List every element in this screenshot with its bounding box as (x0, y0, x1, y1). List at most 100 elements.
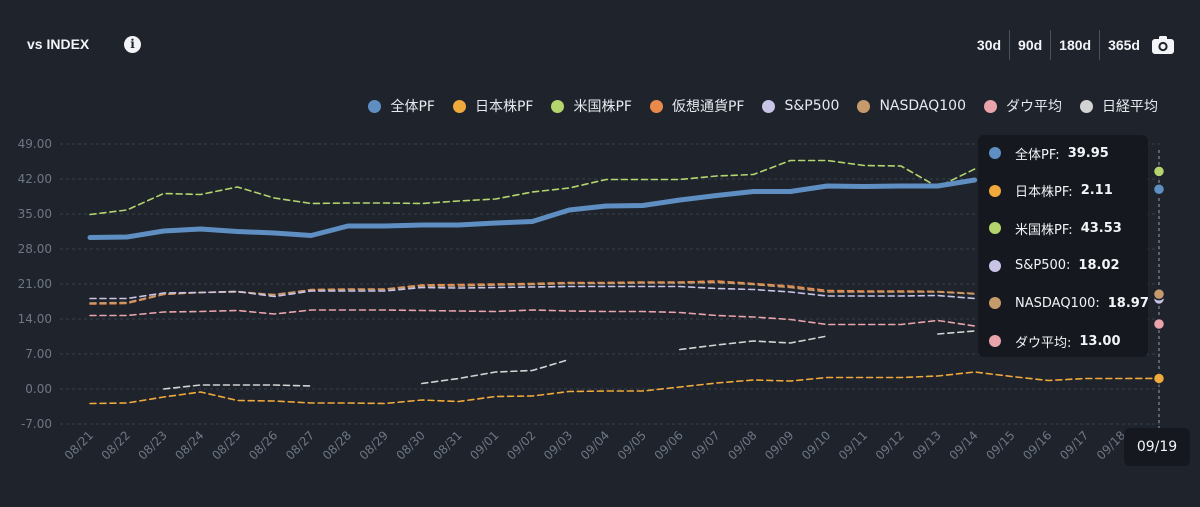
tooltip-row: ダウ平均: 13.00 (989, 331, 1121, 351)
series-line-2 (89, 159, 976, 216)
hover-point-0 (1152, 183, 1166, 196)
x-tick-label: 08/21 (62, 428, 96, 462)
info-icon[interactable]: i (124, 36, 141, 53)
series-line-3 (89, 280, 976, 305)
x-tick-label: 09/17 (1057, 428, 1091, 462)
legend-swatch (1080, 99, 1093, 113)
x-tick-label: 09/02 (504, 428, 538, 462)
legend-label: 全体PF (390, 99, 435, 115)
legend-swatch (984, 99, 997, 113)
x-tick-label: 08/25 (209, 428, 243, 462)
x-tick-label: 09/07 (688, 428, 722, 462)
y-tick-label: 21.00 (18, 277, 52, 291)
legend-item[interactable]: 日経平均 (1080, 96, 1158, 116)
x-tick-label: 09/04 (578, 428, 612, 462)
legend-label: 仮想通貨PF (671, 99, 745, 115)
series-line-6 (89, 309, 976, 327)
tooltip-swatch (989, 147, 1001, 159)
x-tick-label: 08/28 (320, 428, 354, 462)
legend-item[interactable]: 米国株PF (551, 96, 632, 116)
tooltip-row: 全体PF: 39.95 (989, 143, 1109, 163)
series-line-0 (87, 177, 978, 240)
hover-point-2 (1152, 165, 1166, 178)
legend-swatch (857, 99, 871, 113)
hover-date-label: 09/19 (1124, 428, 1190, 466)
tooltip-label: 全体PF: (1015, 147, 1060, 163)
tooltip-swatch (989, 335, 1001, 347)
legend-item[interactable]: S&P500 (762, 98, 839, 114)
y-tick-label: 14.00 (18, 312, 52, 326)
tooltip-swatch (989, 184, 1001, 197)
x-tick-label: 09/15 (983, 428, 1017, 462)
tooltip-value: 39.95 (1067, 145, 1109, 161)
x-tick-label: 09/06 (652, 428, 686, 462)
legend-item[interactable]: 仮想通貨PF (649, 96, 745, 116)
legend-item[interactable]: ダウ平均 (984, 96, 1062, 116)
y-tick-label: 35.00 (18, 207, 52, 221)
x-tick-label: 09/05 (615, 428, 649, 462)
tooltip-label: 米国株PF: (1015, 222, 1073, 238)
range-30d-button[interactable]: 30d (969, 30, 1011, 60)
tooltip-label: S&P500: (1015, 258, 1071, 274)
tooltip-value: 18.97 (1107, 295, 1149, 311)
camera-icon[interactable] (1150, 32, 1176, 58)
panel-title: vs INDEX (27, 36, 90, 52)
y-tick-label: 49.00 (18, 137, 52, 151)
tooltip-label: 日本株PF: (1015, 185, 1073, 201)
x-tick-label: 09/08 (725, 428, 759, 462)
tooltip-swatch (989, 259, 1001, 272)
legend-swatch (649, 99, 663, 113)
x-tick-label: 08/24 (172, 428, 206, 462)
legend-label: 日本株PF (474, 99, 534, 115)
y-tick-label: 28.00 (18, 242, 52, 256)
x-tick-label: 08/27 (283, 428, 317, 462)
legend-swatch (452, 99, 466, 113)
legend-swatch (762, 99, 776, 113)
tooltip-value: 2.11 (1080, 183, 1113, 199)
y-tick-label: 0.00 (25, 382, 52, 396)
chart-legend: 全体PF 日本株PF 米国株PF 仮想通貨PF S&P500 NASDAQ100 ダウ平均 日… (350, 96, 1158, 116)
x-tick-label: 09/13 (910, 428, 944, 462)
legend-item[interactable]: 全体PF (368, 96, 435, 116)
series-line-5 (89, 281, 976, 304)
x-tick-label: 09/03 (541, 428, 575, 462)
legend-label: NASDAQ100 (879, 98, 966, 114)
tooltip-swatch (989, 297, 1001, 310)
x-tick-label: 08/26 (246, 428, 280, 462)
tooltip-row: 米国株PF: 43.53 (989, 218, 1122, 238)
y-tick-label: 42.00 (18, 172, 52, 186)
tooltip-label: NASDAQ100: (1015, 295, 1100, 311)
x-tick-label: 09/14 (946, 428, 980, 462)
x-tick-label: 09/09 (762, 428, 796, 462)
range-365d-button[interactable]: 365d (1108, 37, 1140, 53)
y-tick-label: 7.00 (25, 347, 52, 361)
x-tick-label: 09/11 (836, 428, 870, 462)
tooltip-row: NASDAQ100: 18.97 (989, 293, 1149, 313)
tooltip-row: 日本株PF: 2.11 (989, 181, 1113, 201)
series-line-7 (679, 335, 828, 351)
legend-item[interactable]: NASDAQ100 (857, 98, 966, 114)
series-line-7 (937, 330, 976, 335)
legend-label: 米国株PF (573, 99, 632, 115)
x-tick-label: 08/31 (430, 428, 464, 462)
range-selector: 30d 90d 180d 365d (969, 30, 1176, 60)
range-180d-button[interactable]: 180d (1051, 30, 1101, 60)
x-tick-label: 09/16 (1020, 428, 1054, 462)
tooltip-swatch (989, 222, 1001, 235)
tooltip-label: ダウ平均: (1015, 335, 1072, 351)
x-tick-label: 09/01 (467, 428, 501, 462)
tooltip-value: 18.02 (1078, 258, 1120, 274)
hover-point-6 (1152, 317, 1166, 331)
legend-swatch (551, 99, 565, 113)
range-90d-button[interactable]: 90d (1010, 30, 1052, 60)
x-tick-label: 08/30 (394, 428, 428, 462)
y-tick-label: -7.00 (21, 417, 52, 431)
hover-point-1 (1152, 372, 1166, 385)
series-line-7 (421, 358, 570, 385)
hover-point-5 (1152, 287, 1166, 301)
series-line-1 (89, 371, 1160, 405)
legend-item[interactable]: 日本株PF (452, 96, 534, 116)
tooltip-value: 43.53 (1080, 220, 1122, 236)
tooltip-value: 13.00 (1079, 333, 1121, 349)
